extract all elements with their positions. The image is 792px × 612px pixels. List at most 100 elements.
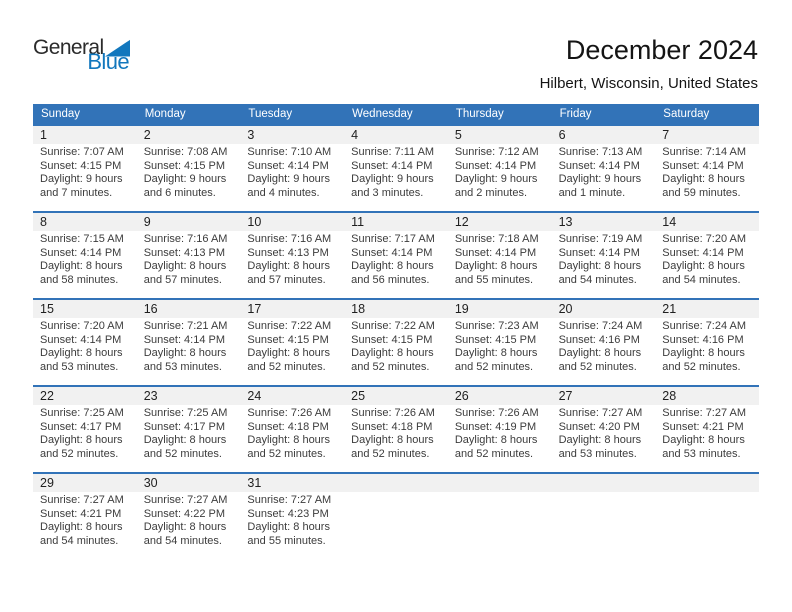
weekday-header-monday: Monday: [144, 108, 186, 120]
day-cell: Sunrise: 7:11 AM Sunset: 4:14 PM Daylight:…: [344, 144, 448, 211]
sunset-text: Sunset: 4:14 PM: [143, 333, 226, 346]
logo-text-general: General: [33, 36, 104, 59]
daylight-minutes-text: and 52 minutes.: [40, 447, 119, 460]
day-cell: Sunrise: 7:20 AM Sunset: 4:14 PM Daylight:…: [655, 231, 759, 298]
sunrise-text: Sunrise: 7:17 AM: [351, 233, 435, 245]
daylight-minutes-text: and 4 minutes.: [247, 186, 320, 199]
day-cell: Sunrise: 7:12 AM Sunset: 4:14 PM Daylight:…: [448, 144, 552, 211]
sunset-text: Sunset: 4:18 PM: [247, 420, 329, 433]
day-number: 11: [351, 215, 365, 229]
week-day-details: Sunrise: 7:25 AM Sunset: 4:17 PM Daylight:…: [33, 405, 759, 472]
sunset-text: Sunset: 4:20 PM: [558, 420, 640, 433]
sunrise-text: Sunrise: 7:27 AM: [143, 494, 228, 506]
daylight-minutes-text: and 52 minutes.: [247, 360, 326, 373]
daylight-minutes-text: and 56 minutes.: [351, 273, 430, 286]
day-cell: Sunrise: 7:15 AM Sunset: 4:14 PM Daylight:…: [33, 231, 137, 298]
daylight-hours-text: Daylight: 8 hours: [558, 347, 642, 359]
daylight-minutes-text: and 52 minutes.: [247, 447, 326, 460]
daylight-minutes-text: and 52 minutes.: [454, 447, 534, 460]
sunrise-text: Sunrise: 7:27 AM: [558, 407, 643, 419]
day-number: 17: [247, 302, 262, 316]
sunset-text: Sunset: 4:14 PM: [247, 159, 329, 172]
logo-text-blue: Blue: [87, 49, 129, 74]
daylight-hours-text: Daylight: 8 hours: [351, 434, 434, 446]
daylight-hours-text: Daylight: 9 hours: [454, 173, 538, 185]
daylight-minutes-text: and 53 minutes.: [40, 360, 119, 373]
week-day-details: Sunrise: 7:20 AM Sunset: 4:14 PM Daylight:…: [33, 318, 759, 385]
daylight-minutes-text: and 52 minutes.: [454, 360, 534, 373]
week-day-number-band: 15 16 17 18 19 20 21: [33, 300, 759, 318]
day-number: 8: [40, 215, 47, 229]
sunrise-text: Sunrise: 7:11 AM: [351, 146, 435, 158]
daylight-minutes-text: and 54 minutes.: [558, 273, 637, 286]
day-cell: Sunrise: 7:13 AM Sunset: 4:14 PM Daylight:…: [552, 144, 656, 211]
day-number: 24: [247, 389, 262, 403]
daylight-hours-text: Daylight: 9 hours: [558, 173, 642, 185]
day-number: 31: [247, 476, 262, 490]
daylight-minutes-text: and 1 minute.: [558, 186, 626, 199]
calendar-weeks: 1 2 3 4 5 6 7 Sunrise: 7:07 AM Sunset: 4:15 PM Da…: [33, 124, 759, 559]
sunset-text: Sunset: 4:15 PM: [40, 159, 122, 172]
day-number: [655, 474, 759, 492]
sunrise-text: Sunrise: 7:16 AM: [247, 233, 332, 245]
sunset-text: Sunset: 4:21 PM: [40, 507, 122, 520]
sunset-text: Sunset: 4:23 PM: [247, 507, 329, 520]
sunset-text: Sunset: 4:15 PM: [454, 333, 537, 346]
day-number: 3: [247, 128, 255, 142]
daylight-minutes-text: and 57 minutes.: [247, 273, 326, 286]
daylight-hours-text: Daylight: 9 hours: [143, 173, 227, 185]
day-cell: Sunrise: 7:16 AM Sunset: 4:13 PM Daylight:…: [240, 231, 344, 298]
day-cell: [448, 492, 552, 559]
weekday-header-row: Sunday Monday Tuesday Wednesday Thursday…: [33, 104, 759, 124]
sunrise-text: Sunrise: 7:13 AM: [558, 146, 643, 158]
day-cell: Sunrise: 7:26 AM Sunset: 4:18 PM Daylight:…: [240, 405, 344, 472]
daylight-minutes-text: and 55 minutes.: [247, 534, 326, 547]
daylight-minutes-text: and 2 minutes.: [454, 186, 527, 199]
sunset-text: Sunset: 4:18 PM: [351, 420, 433, 433]
daylight-hours-text: Daylight: 8 hours: [40, 260, 123, 272]
sunset-text: Sunset: 4:17 PM: [143, 420, 226, 433]
sunrise-text: Sunrise: 7:22 AM: [351, 320, 435, 332]
daylight-minutes-text: and 3 minutes.: [351, 186, 424, 199]
day-number: [344, 474, 448, 492]
day-cell: Sunrise: 7:27 AM Sunset: 4:22 PM Daylight:…: [137, 492, 241, 559]
daylight-hours-text: Daylight: 8 hours: [247, 260, 330, 272]
sunrise-text: Sunrise: 7:14 AM: [662, 146, 747, 158]
week-day-details: Sunrise: 7:15 AM Sunset: 4:14 PM Daylight:…: [33, 231, 759, 298]
sunrise-text: Sunrise: 7:19 AM: [558, 233, 643, 245]
day-number: 26: [454, 389, 469, 403]
daylight-minutes-text: and 53 minutes.: [558, 447, 637, 460]
weekday-header-tuesday: Tuesday: [248, 108, 293, 120]
daylight-minutes-text: and 52 minutes.: [351, 360, 430, 373]
day-number: 18: [351, 302, 366, 316]
day-cell: Sunrise: 7:27 AM Sunset: 4:21 PM Daylight:…: [33, 492, 137, 559]
sunrise-text: Sunrise: 7:27 AM: [40, 494, 124, 506]
daylight-hours-text: Daylight: 8 hours: [454, 347, 538, 359]
daylight-minutes-text: and 6 minutes.: [143, 186, 216, 199]
sunset-text: Sunset: 4:16 PM: [662, 333, 744, 346]
sunset-text: Sunset: 4:17 PM: [40, 420, 122, 433]
week-row: 1 2 3 4 5 6 7 Sunrise: 7:07 AM Sunset: 4:15 PM Da…: [33, 124, 759, 211]
weekday-header-sunday: Sunday: [41, 108, 81, 120]
weekday-header-wednesday: Wednesday: [352, 108, 413, 120]
daylight-hours-text: Daylight: 9 hours: [40, 173, 123, 185]
sunrise-text: Sunrise: 7:12 AM: [454, 146, 539, 158]
day-cell: Sunrise: 7:27 AM Sunset: 4:20 PM Daylight:…: [552, 405, 656, 472]
sunset-text: Sunset: 4:14 PM: [454, 159, 537, 172]
day-cell: Sunrise: 7:27 AM Sunset: 4:21 PM Daylight:…: [655, 405, 759, 472]
sunset-text: Sunset: 4:21 PM: [662, 420, 744, 433]
sunset-text: Sunset: 4:14 PM: [454, 246, 537, 259]
sunset-text: Sunset: 4:14 PM: [662, 246, 744, 259]
sunrise-text: Sunrise: 7:27 AM: [662, 407, 747, 419]
day-cell: Sunrise: 7:18 AM Sunset: 4:14 PM Daylight:…: [448, 231, 552, 298]
title-block: December 2024 Hilbert, Wisconsin, United…: [540, 37, 758, 92]
day-cell: Sunrise: 7:20 AM Sunset: 4:14 PM Daylight:…: [33, 318, 137, 385]
daylight-minutes-text: and 52 minutes.: [558, 360, 637, 373]
day-cell: [344, 492, 448, 559]
week-row: 22 23 24 25 26 27 28 Sunrise: 7:25 AM Sunset: 4:…: [33, 385, 759, 472]
sunrise-text: Sunrise: 7:22 AM: [247, 320, 332, 332]
day-number: [552, 474, 656, 492]
daylight-hours-text: Daylight: 8 hours: [558, 260, 642, 272]
sunrise-text: Sunrise: 7:26 AM: [351, 407, 435, 419]
